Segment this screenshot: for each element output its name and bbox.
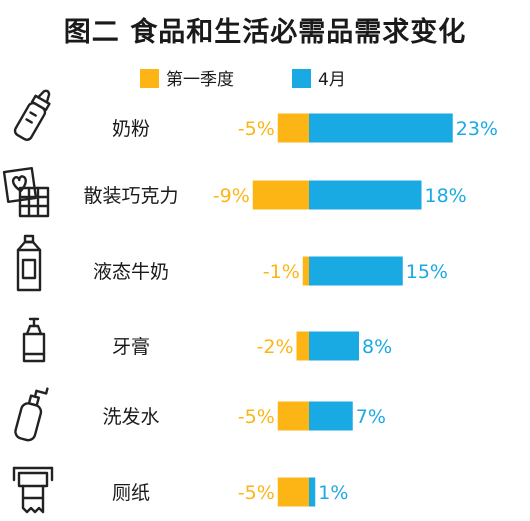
- bar-q1: [277, 477, 309, 507]
- value-label-q1: -1%: [263, 261, 300, 283]
- chart-row: 厕纸 -5% 1%: [112, 477, 348, 507]
- toothpaste-icon: [22, 317, 46, 363]
- bar-q1: [296, 331, 309, 361]
- category-icons: [2, 89, 54, 514]
- value-label-q1: -5%: [238, 406, 275, 428]
- value-label-april: 15%: [406, 261, 448, 283]
- value-label-q1: -9%: [213, 185, 250, 207]
- category-label: 牙膏: [112, 335, 150, 358]
- bar-q1: [252, 180, 309, 210]
- legend-label-april: 4月: [318, 70, 346, 90]
- chocolate-icon: [2, 166, 50, 218]
- category-label: 散装巧克力: [83, 185, 178, 207]
- value-label-q1: -5%: [238, 118, 275, 140]
- bar-q1: [302, 256, 309, 286]
- chart-row: 奶粉 -5% 23%: [112, 113, 498, 143]
- bar-april: [309, 180, 422, 210]
- baby-bottle-icon: [13, 89, 51, 141]
- value-label-april: 18%: [425, 185, 467, 207]
- bar-q1: [277, 401, 309, 431]
- milk-carton-icon: [16, 234, 42, 292]
- bar-april: [309, 401, 353, 431]
- bar-april: [309, 113, 453, 143]
- value-label-april: 1%: [318, 482, 348, 504]
- bar-q1: [277, 113, 309, 143]
- category-label: 洗发水: [102, 406, 159, 428]
- bar-april: [309, 256, 403, 286]
- shampoo-bottle-icon: [14, 387, 49, 442]
- value-label-april: 23%: [456, 118, 498, 140]
- legend: 第一季度 4月: [140, 69, 346, 90]
- chart-title: 图二 食品和生活必需品需求变化: [63, 17, 467, 48]
- chart-rows: 奶粉 -5% 23% 散装巧克力 -9% 18% 液态牛奶 -1% 15% 牙膏 -2% 8% 洗发水 -…: [83, 113, 498, 507]
- value-label-q1: -2%: [257, 336, 294, 358]
- value-label-q1: -5%: [238, 482, 275, 504]
- legend-swatch-q1: [140, 69, 159, 88]
- toilet-paper-icon: [12, 466, 54, 514]
- legend-swatch-april: [292, 69, 311, 88]
- chart-row: 牙膏 -2% 8%: [112, 331, 392, 361]
- chart-row: 散装巧克力 -9% 18%: [83, 180, 467, 210]
- value-label-april: 7%: [356, 406, 386, 428]
- bar-april: [309, 477, 316, 507]
- chart-row: 洗发水 -5% 7%: [102, 401, 386, 431]
- category-label: 液态牛奶: [93, 261, 169, 283]
- bar-april: [309, 331, 359, 361]
- category-label: 奶粉: [112, 118, 150, 140]
- category-label: 厕纸: [112, 482, 150, 504]
- value-label-april: 8%: [362, 336, 392, 358]
- legend-label-q1: 第一季度: [166, 70, 234, 90]
- chart-row: 液态牛奶 -1% 15%: [93, 256, 448, 286]
